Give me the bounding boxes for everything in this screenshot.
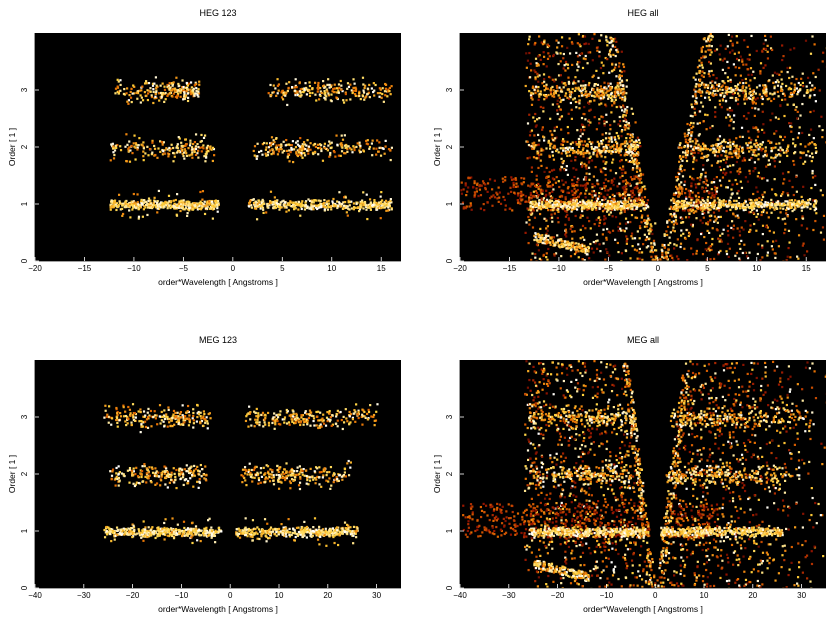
order-2-stripe bbox=[530, 132, 818, 163]
x-tick-label: 30 bbox=[797, 591, 806, 600]
order-2-stripe bbox=[529, 460, 801, 490]
x-tick-label: 30 bbox=[372, 591, 381, 600]
order-1-stripe bbox=[529, 190, 818, 220]
x-tick-label: 20 bbox=[748, 591, 757, 600]
x-tick-label: −10 bbox=[600, 591, 614, 600]
x-tick-label: 10 bbox=[752, 264, 761, 273]
x-tick-label: 10 bbox=[327, 264, 336, 273]
chart-title: MEG all bbox=[627, 335, 659, 345]
x-tick-label: 15 bbox=[802, 264, 811, 273]
order-3-stripe bbox=[114, 76, 393, 107]
y-tick-label: 0 bbox=[20, 258, 29, 263]
x-tick-label: −15 bbox=[503, 264, 517, 273]
y-tick-label: 1 bbox=[445, 528, 454, 533]
y-tick-label: 0 bbox=[445, 258, 454, 263]
y-tick-label: 2 bbox=[20, 144, 29, 149]
heatmap-pixels bbox=[103, 403, 379, 547]
y-tick-label: 0 bbox=[20, 585, 29, 590]
chart-panel-2: −20 −15 −10 −5 0 5 10 15 0 1 2 3 HEG all order*Wavele… bbox=[432, 8, 826, 287]
plot-area bbox=[460, 33, 826, 261]
x-tick-label: −30 bbox=[77, 591, 91, 600]
x-tick-label: 20 bbox=[323, 591, 332, 600]
x-tick-label: 10 bbox=[700, 591, 709, 600]
x-tick-label: 5 bbox=[280, 264, 285, 273]
x-tick-label: −15 bbox=[78, 264, 92, 273]
y-tick-label: 3 bbox=[445, 414, 454, 419]
x-axis-label: order*Wavelength [ Angstroms ] bbox=[158, 277, 278, 287]
y-tick-label: 1 bbox=[20, 201, 29, 206]
x-tick-label: −40 bbox=[453, 591, 467, 600]
x-tick-label: −40 bbox=[28, 591, 42, 600]
chart-title: MEG 123 bbox=[199, 335, 237, 345]
order-2-stripe bbox=[109, 133, 393, 164]
y-tick-label: 2 bbox=[20, 471, 29, 476]
chart-panel-4: −40 −30 −20 −10 0 10 20 30 0 1 2 3 MEG all order*Wave… bbox=[432, 335, 826, 614]
y-tick-label: 2 bbox=[445, 471, 454, 476]
y-axis-label: Order [ 1 ] bbox=[7, 128, 17, 166]
y-tick-label: 0 bbox=[445, 585, 454, 590]
heatmap-pixels bbox=[109, 76, 393, 221]
x-tick-label: −30 bbox=[502, 591, 516, 600]
y-tick-label: 3 bbox=[20, 87, 29, 92]
chart-panel-1: −20 −15 −10 −5 0 5 10 15 0 1 2 3 HEG 123 order*Wavele… bbox=[7, 8, 401, 287]
x-tick-label: 0 bbox=[653, 591, 658, 600]
plot-area bbox=[35, 360, 401, 588]
y-tick-label: 1 bbox=[20, 528, 29, 533]
y-axis-label: Order [ 1 ] bbox=[432, 455, 442, 493]
x-axis-label: order*Wavelength [ Angstroms ] bbox=[583, 604, 703, 614]
chart-title: HEG 123 bbox=[199, 8, 236, 18]
order-1-stripe bbox=[103, 517, 359, 547]
x-tick-label: 0 bbox=[228, 591, 233, 600]
x-tick-label: 0 bbox=[231, 264, 236, 273]
heatmap-pixels bbox=[460, 33, 826, 261]
order-3-stripe bbox=[529, 76, 817, 107]
x-tick-label: −10 bbox=[127, 264, 141, 273]
x-tick-label: 10 bbox=[275, 591, 284, 600]
order-1-stripe bbox=[109, 189, 393, 221]
chart-title: HEG all bbox=[627, 8, 658, 18]
order-3-stripe bbox=[103, 403, 379, 434]
x-tick-label: 15 bbox=[377, 264, 386, 273]
x-tick-label: 0 bbox=[656, 264, 661, 273]
x-tick-label: −20 bbox=[453, 264, 467, 273]
y-axis-label: Order [ 1 ] bbox=[7, 455, 17, 493]
x-axis-label: order*Wavelength [ Angstroms ] bbox=[583, 277, 703, 287]
x-tick-label: −10 bbox=[175, 591, 189, 600]
x-tick-label: −20 bbox=[551, 591, 565, 600]
y-axis-label: Order [ 1 ] bbox=[432, 128, 442, 166]
order-3-stripe bbox=[528, 403, 812, 433]
y-tick-label: 1 bbox=[445, 201, 454, 206]
x-tick-label: −10 bbox=[552, 264, 566, 273]
x-axis-label: order*Wavelength [ Angstroms ] bbox=[158, 604, 278, 614]
x-tick-label: −5 bbox=[604, 264, 614, 273]
x-tick-label: −20 bbox=[28, 264, 42, 273]
y-tick-label: 3 bbox=[445, 87, 454, 92]
order-2-stripe bbox=[109, 459, 352, 491]
x-tick-label: 5 bbox=[705, 264, 710, 273]
y-tick-label: 3 bbox=[20, 414, 29, 419]
x-tick-label: −20 bbox=[126, 591, 140, 600]
chart-panel-3: −40 −30 −20 −10 0 10 20 30 0 1 2 3 MEG 123 order*Wave… bbox=[7, 335, 401, 614]
y-tick-label: 2 bbox=[445, 144, 454, 149]
plot-area bbox=[35, 33, 401, 261]
order-1-stripe bbox=[528, 516, 784, 548]
x-tick-label: −5 bbox=[179, 264, 189, 273]
heatmap-pixels bbox=[462, 360, 826, 588]
